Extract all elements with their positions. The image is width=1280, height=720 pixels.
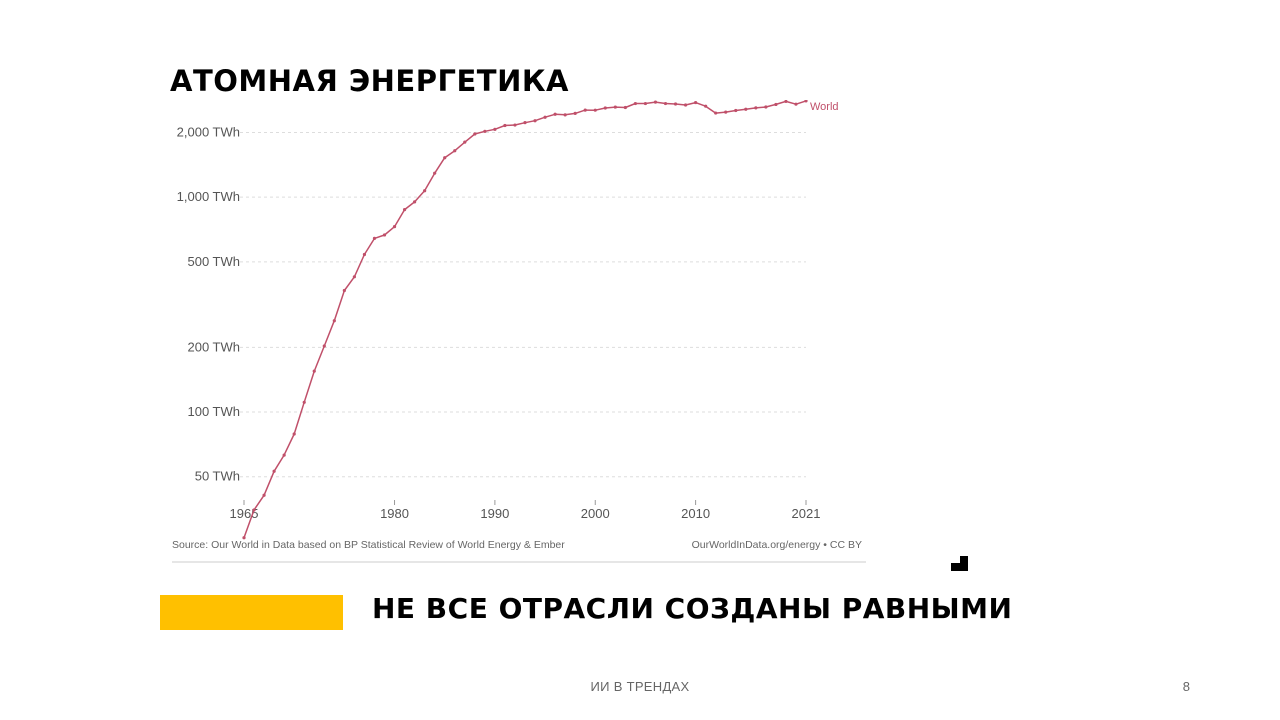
data-point: [413, 200, 417, 204]
data-point: [262, 493, 266, 497]
source-note: Source: Our World in Data based on BP St…: [172, 539, 565, 551]
nuclear-generation-chart: 50 TWh 100 TWh 200 TWh 500 TWh 1,000 TWh 2,00…: [172, 100, 866, 563]
data-point: [382, 233, 387, 237]
data-point: [433, 171, 437, 175]
data-point: [463, 140, 467, 144]
data-point: [342, 288, 346, 293]
credit-note: OurWorldInData.org/energy • CC BY: [692, 539, 862, 551]
data-point: [714, 111, 718, 115]
data-point: [663, 101, 668, 106]
data-point: [252, 508, 256, 512]
data-point: [292, 432, 296, 436]
x-tick-label: 1990: [480, 506, 509, 521]
data-point: [443, 156, 447, 160]
accent-bar: [160, 595, 343, 630]
data-point: [583, 108, 587, 112]
page-number: 8: [1182, 679, 1190, 694]
data-point: [372, 236, 377, 240]
data-point: [242, 536, 246, 540]
data-point: [784, 100, 788, 103]
data-point: [483, 129, 487, 133]
data-point: [392, 225, 397, 229]
data-point: [563, 113, 567, 117]
data-point: [623, 105, 627, 110]
data-point: [754, 106, 758, 110]
series-line-world: [243, 100, 807, 538]
data-point: [523, 121, 527, 125]
data-point: [402, 208, 407, 212]
y-tick-label: 500 TWh: [187, 254, 240, 269]
slide-title: АТОМНАЯ ЭНЕРГЕТИКА: [170, 64, 569, 98]
data-point: [804, 100, 808, 103]
data-point: [573, 111, 577, 115]
y-tick-label: 1,000 TWh: [177, 189, 240, 204]
slide-subtitle: НЕ ВСЕ ОТРАСЛИ СОЗДАНЫ РАВНЫМИ: [372, 592, 1013, 625]
data-point: [533, 119, 537, 123]
data-point: [322, 344, 326, 348]
data-point: [613, 105, 617, 109]
y-axis-ticks: 50 TWh 100 TWh 200 TWh 500 TWh 1,000 TWh 2,00…: [177, 124, 240, 483]
data-point: [272, 469, 276, 473]
data-point: [593, 108, 597, 112]
x-axis-ticks: 1965 1980 1990 2000 2010 2021: [230, 500, 821, 521]
data-point: [473, 132, 477, 136]
data-point: [453, 149, 457, 153]
data-point: [332, 319, 336, 323]
data-point: [633, 101, 637, 106]
data-point: [653, 100, 658, 104]
data-point: [362, 252, 367, 257]
data-point: [423, 189, 427, 193]
corner-mark-icon: [951, 556, 968, 571]
data-point: [643, 101, 648, 106]
data-point: [673, 102, 678, 106]
data-point: [734, 108, 738, 113]
grid-lines: [240, 131, 806, 478]
data-point: [603, 106, 607, 110]
data-point: [493, 127, 497, 131]
data-point: [724, 110, 728, 114]
series-layer: World: [242, 100, 839, 540]
data-point: [553, 112, 557, 116]
data-point: [513, 123, 517, 127]
x-tick-label: 2021: [792, 506, 821, 521]
data-point: [352, 275, 356, 279]
y-tick-label: 100 TWh: [187, 404, 240, 419]
data-point: [503, 123, 507, 128]
x-tick-label: 2010: [681, 506, 710, 521]
y-tick-label: 200 TWh: [187, 339, 240, 354]
data-point: [704, 104, 708, 108]
y-tick-label: 2,000 TWh: [177, 124, 240, 139]
data-point: [312, 369, 316, 373]
data-point: [694, 100, 698, 105]
data-point: [683, 103, 688, 107]
y-tick-label: 50 TWh: [195, 469, 240, 484]
series-label-world: World: [810, 101, 839, 113]
x-tick-label: 2000: [581, 506, 610, 521]
x-tick-label: 1965: [230, 506, 259, 521]
data-point: [774, 102, 778, 107]
data-point: [302, 400, 306, 404]
data-point: [794, 102, 798, 106]
footer-label: ИИ В ТРЕНДАХ: [590, 679, 690, 694]
x-tick-label: 1980: [380, 506, 409, 521]
data-point: [764, 105, 768, 109]
data-point: [543, 115, 547, 119]
data-point: [282, 453, 286, 457]
data-point: [744, 107, 748, 111]
